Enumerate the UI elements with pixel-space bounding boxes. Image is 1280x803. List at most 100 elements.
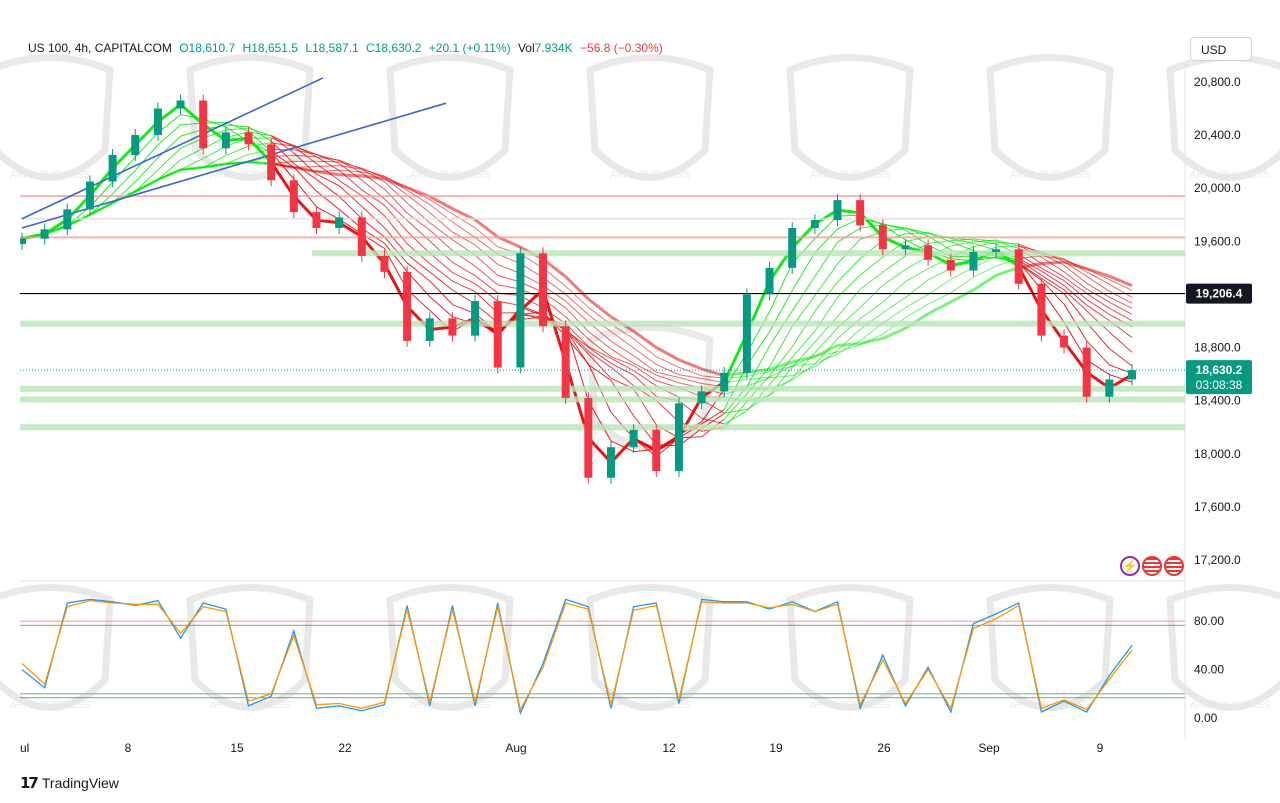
ribbon-segment	[588, 338, 612, 357]
watermark-shield	[1166, 584, 1280, 711]
ribbon-segment	[610, 356, 634, 366]
ribbon-segment	[905, 303, 929, 319]
ribbon-segment	[1063, 285, 1088, 306]
candle-body	[901, 245, 910, 250]
ribbon-segment	[316, 160, 340, 163]
ribbon-segment	[859, 336, 884, 346]
ribbon-segment	[859, 271, 884, 290]
ribbon-segment	[587, 297, 612, 318]
ribbon-segment	[882, 297, 906, 314]
ribbon-segment	[452, 272, 476, 285]
ribbon-segment	[316, 206, 340, 220]
ribbon-segment	[769, 360, 793, 371]
ribbon-segment	[610, 362, 634, 376]
ribbon-segment	[316, 190, 340, 210]
candle-body	[924, 245, 933, 260]
ribbon-segment	[633, 365, 657, 382]
ribbon-segment	[791, 252, 816, 292]
ribbon-segment	[429, 252, 453, 273]
stoch-tick-label: 0.00	[1194, 711, 1218, 725]
candle-body	[267, 144, 276, 181]
ribbon-segment	[633, 388, 657, 426]
y-tick-label: 17,600.0	[1194, 500, 1241, 514]
ribbon-segment	[338, 179, 363, 197]
ribbon-segment	[1086, 304, 1110, 322]
y-tick-label: 20,400.0	[1194, 128, 1241, 142]
ribbon-segment	[633, 362, 657, 376]
candle-body	[63, 209, 72, 230]
ribbon-segment	[791, 310, 816, 348]
ribbon-segment	[429, 195, 454, 210]
ribbon-segment	[814, 353, 838, 365]
countdown-label: 03:08:38	[1196, 378, 1243, 392]
ribbon-segment	[134, 157, 159, 183]
watermark: ARAB BUSINESS	[986, 54, 1114, 181]
indicator-icons: ⚡	[1120, 556, 1186, 576]
ribbon-segment	[814, 281, 838, 312]
ribbon-segment	[746, 371, 770, 377]
candle-body	[425, 318, 434, 341]
ribbon-segment	[293, 165, 317, 174]
ribbon-segment	[339, 169, 362, 173]
ribbon-segment	[406, 212, 431, 231]
ribbon-segment	[723, 401, 748, 428]
axes: 20,800.0 20,400.0 20,000.0 19,600.0 18,800.0…	[20, 75, 1241, 755]
volume-label: Vol	[517, 41, 535, 55]
horizontal-levels	[20, 195, 1185, 431]
x-tick-label: ul	[20, 741, 29, 755]
ribbon-segment	[339, 161, 362, 169]
ribbon-segment	[565, 285, 589, 308]
ribbon-segment	[927, 300, 952, 316]
watermark: ARAB BUSINESS	[586, 54, 714, 181]
x-tick-label: 26	[877, 741, 891, 755]
candle-body	[833, 200, 842, 221]
candle-body	[584, 398, 593, 478]
ohlc-close: C18,630.2	[366, 41, 422, 55]
ribbon-segment	[769, 310, 793, 347]
watermark-shield	[386, 54, 514, 181]
ribbon-segment	[905, 294, 929, 309]
watermark-shield	[986, 584, 1114, 711]
ribbon-segment	[905, 279, 929, 298]
y-tick-label: 20,800.0	[1194, 75, 1241, 89]
candle-body	[674, 403, 683, 472]
ribbon-segment	[791, 330, 816, 358]
us-flag-icon[interactable]	[1142, 556, 1162, 576]
ribbon-segment	[814, 263, 838, 297]
ribbon-segment	[973, 265, 997, 278]
watermark-shield	[186, 584, 314, 711]
ribbon-segment	[134, 178, 159, 193]
watermark: ARAB BUSINESS	[1166, 584, 1280, 711]
ribbon-segment	[157, 124, 181, 146]
ribbon-segment	[1109, 331, 1133, 353]
candle-body	[244, 132, 253, 145]
volume-change: −56.8 (−0.30%)	[580, 41, 663, 55]
watermark-text: ARAB BUSINESS	[810, 170, 891, 181]
candle-body	[221, 132, 230, 149]
flash-icon[interactable]: ⚡	[1120, 556, 1140, 576]
y-tick-label: 19,600.0	[1194, 234, 1241, 248]
ribbon-segment	[587, 353, 612, 379]
price-tag-bg	[1186, 283, 1252, 304]
ribbon-segment	[656, 374, 680, 384]
y-tick-label: 18,000.0	[1194, 447, 1241, 461]
watermark-text: ARAB BUSINESS	[10, 700, 91, 711]
us-flag-icon[interactable]	[1164, 556, 1184, 576]
ribbon-segment	[837, 258, 861, 283]
ribbon-segment	[202, 145, 227, 159]
ribbon-segment	[655, 346, 680, 362]
watermark-shield	[586, 584, 714, 711]
ribbon-segment	[610, 331, 634, 349]
ohlc-high: H18,651.5	[242, 41, 298, 55]
volume-value: 7.934K	[534, 41, 573, 55]
currency-button[interactable]: USD	[1190, 37, 1252, 61]
ribbon-segment	[882, 281, 906, 303]
candle-body	[946, 259, 955, 271]
tradingview-label: TradingView	[41, 775, 119, 791]
watermark-text: ARAB BUSINESS	[610, 170, 691, 181]
watermark-shield	[786, 54, 914, 181]
ribbon-segment	[384, 236, 408, 264]
ribbon-segment	[316, 156, 340, 161]
ribbon-segment	[452, 221, 476, 238]
tradingview-logo[interactable]: 𝟭𝟳 TradingView	[20, 774, 119, 792]
